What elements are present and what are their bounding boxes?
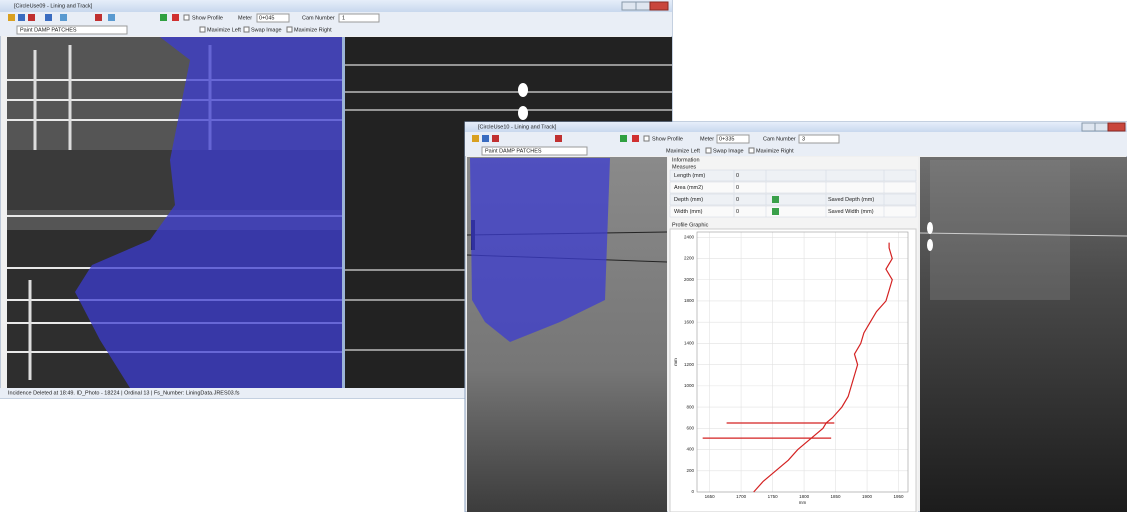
table-cell: Depth (mm)	[674, 197, 703, 203]
meter-label: Meter	[238, 15, 252, 21]
cam-value: 3	[802, 136, 805, 142]
table-cell: 0	[736, 185, 739, 191]
save-button[interactable]	[772, 196, 779, 203]
left-image	[467, 157, 667, 512]
left-image	[7, 37, 342, 388]
table-row	[670, 182, 916, 193]
maximize-right: Maximize Right	[756, 148, 794, 154]
screenshot: [CircleUse09 - Lining and Track] Show Pr…	[0, 0, 1127, 512]
table-cell: 0	[736, 197, 739, 203]
minimize-button[interactable]	[622, 2, 636, 10]
profile-title: Profile Graphic	[672, 222, 709, 228]
table-cell: Area (mm2)	[674, 185, 703, 191]
minimize-button[interactable]	[1082, 123, 1095, 131]
show-profile-label: Show Profile	[652, 136, 683, 142]
paint-mode: Paint DAMP PATCHES	[20, 27, 77, 33]
maximize-right-checkbox[interactable]	[287, 27, 292, 32]
y-tick-label: 2400	[684, 234, 695, 239]
show-profile-checkbox[interactable]	[184, 15, 189, 20]
maximize-left: Maximize Left	[207, 27, 241, 33]
table-row	[670, 206, 916, 217]
window-title: [CircleUse09 - Lining and Track]	[14, 3, 93, 9]
y-tick-label: 1000	[684, 383, 695, 388]
maximize-button[interactable]	[1095, 123, 1108, 131]
y-tick-label: 1800	[684, 298, 695, 303]
table-cell: 0	[736, 209, 739, 215]
swap-image: Swap Image	[251, 27, 282, 33]
info-panel: Information Measures Length (mm) 0 Area (m…	[668, 157, 918, 512]
swap-image: Swap Image	[713, 148, 744, 154]
y-axis-label: mm	[673, 358, 678, 366]
save-button[interactable]	[772, 208, 779, 215]
meter-value: 0+335	[719, 136, 734, 142]
x-tick-label: 1850	[831, 494, 842, 499]
close-button[interactable]	[1108, 123, 1125, 131]
maximize-left-checkbox[interactable]	[200, 27, 205, 32]
chart-frame	[670, 229, 916, 512]
table-cell: Width (mm)	[674, 209, 703, 215]
x-axis-label: mm	[799, 500, 807, 505]
window-title: [CircleUse10 - Lining and Track]	[478, 124, 557, 130]
splitter[interactable]	[342, 37, 345, 388]
maximize-button[interactable]	[636, 2, 650, 10]
y-tick-label: 1600	[684, 319, 695, 324]
swap-image-checkbox[interactable]	[244, 27, 249, 32]
x-tick-label: 1700	[736, 494, 747, 499]
swap-image-checkbox[interactable]	[706, 148, 711, 153]
maximize-right-checkbox[interactable]	[749, 148, 754, 153]
y-tick-label: 1200	[684, 362, 695, 367]
table-cell: Saved Depth (mm)	[828, 197, 874, 203]
paint-mode: Paint DAMP PATCHES	[485, 148, 542, 154]
y-tick-label: 600	[686, 426, 694, 431]
table-row	[670, 170, 916, 181]
show-profile-label: Show Profile	[192, 15, 223, 21]
table-row	[670, 194, 916, 205]
measures-title: Measures	[672, 164, 696, 170]
cam-label: Cam Number	[302, 15, 335, 21]
y-tick-label: 2000	[684, 277, 695, 282]
maximize-left: Maximize Left	[666, 148, 700, 154]
show-profile-checkbox[interactable]	[644, 136, 649, 141]
y-tick-label: 800	[686, 404, 694, 409]
x-tick-label: 1750	[768, 494, 779, 499]
info-title: Information	[672, 157, 700, 163]
y-tick-label: 1400	[684, 341, 695, 346]
close-button[interactable]	[650, 2, 668, 10]
y-tick-label: 200	[686, 468, 694, 473]
table-cell: Length (mm)	[674, 173, 705, 179]
window-2: [CircleUse10 - Lining and Track] Show Pr…	[465, 122, 1127, 512]
y-tick-label: 2200	[684, 256, 695, 261]
x-tick-label: 1650	[705, 494, 716, 499]
right-image	[920, 157, 1127, 512]
status-text: Incidence Deleted at 18:49. ID_Photo - 1…	[8, 390, 240, 396]
meter-value: 0+045	[259, 15, 274, 21]
title-bar	[0, 0, 672, 12]
maximize-right: Maximize Right	[294, 27, 332, 33]
y-tick-label: 400	[686, 447, 694, 452]
title-bar	[465, 122, 1127, 132]
x-tick-label: 1900	[862, 494, 873, 499]
meter-label: Meter	[700, 136, 714, 142]
table-cell: Saved Width (mm)	[828, 209, 874, 215]
x-tick-label: 1950	[894, 494, 905, 499]
page: [CircleUse09 - Lining and Track] Show Pr…	[0, 0, 1127, 517]
table-cell: 0	[736, 173, 739, 179]
x-tick-label: 1800	[799, 494, 810, 499]
cam-value: 1	[342, 15, 345, 21]
cam-label: Cam Number	[763, 136, 796, 142]
